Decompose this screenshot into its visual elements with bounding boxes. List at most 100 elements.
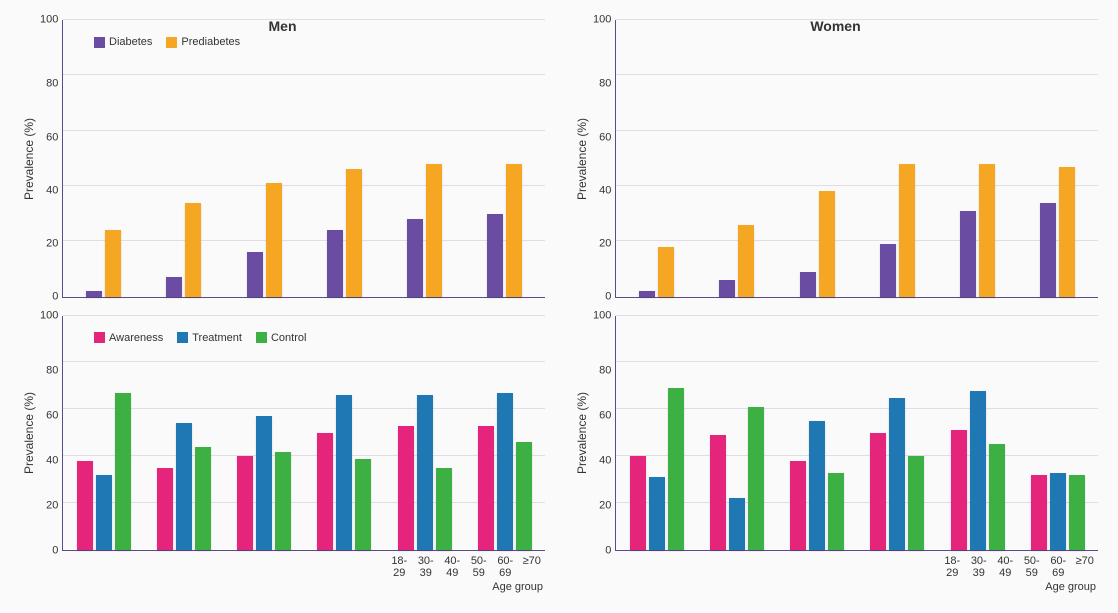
legend-label: Control [271, 332, 306, 344]
x-tick: 60-69 [1045, 551, 1072, 579]
y-tick: 80 [46, 366, 58, 377]
bar [256, 416, 272, 550]
legend-swatch [94, 332, 105, 343]
bar-group [616, 316, 696, 551]
y-tick: 20 [599, 239, 611, 250]
x-tick: 18-29 [939, 551, 966, 579]
bar-group [63, 316, 143, 551]
bar [989, 444, 1005, 550]
bar [1059, 167, 1075, 297]
y-tick: 20 [46, 239, 58, 250]
x-tick: ≥70 [519, 551, 546, 579]
legend: AwarenessTreatmentControl [94, 332, 306, 344]
bar-group [777, 316, 857, 551]
bar [979, 164, 995, 297]
y-axis: Prevalence (%)100806040200 [20, 316, 62, 552]
bar [719, 280, 735, 297]
legend: Diabetes Prediabetes [94, 36, 240, 48]
y-tick: 60 [46, 132, 58, 143]
y-tick: 60 [599, 411, 611, 422]
x-axis: 18-2930-3940-4950-5960-69≥70Age group [20, 551, 545, 593]
x-axis: 18-2930-3940-4950-5960-69≥70Age group [573, 551, 1098, 593]
y-tick: 20 [46, 501, 58, 512]
y-tick: 100 [593, 310, 611, 321]
x-tick: 50-59 [466, 551, 493, 579]
bar-group [144, 20, 224, 297]
y-axis: Prevalence (%)100806040200 [573, 20, 615, 298]
bar-group [304, 20, 384, 297]
plot-area [615, 316, 1098, 552]
y-tick: 40 [46, 185, 58, 196]
bar [185, 203, 201, 297]
bar [195, 447, 211, 550]
legend-swatch [166, 37, 177, 48]
y-tick: 40 [599, 456, 611, 467]
bar [247, 252, 263, 296]
chart-area: Prevalence (%)100806040200 [573, 316, 1098, 552]
bar-group [384, 316, 464, 551]
bar [710, 435, 726, 550]
legend-swatch [177, 332, 188, 343]
bar [970, 391, 986, 550]
x-axis-label: Age group [573, 579, 1098, 593]
y-tick: 40 [599, 185, 611, 196]
figure-grid: MenDiabetesPrediabetesPrevalence (%)1008… [20, 20, 1098, 593]
bar [960, 211, 976, 297]
plot-area [62, 20, 545, 298]
bar-group [465, 316, 545, 551]
bar-group [304, 316, 384, 551]
x-tick: ≥70 [1072, 551, 1099, 579]
bar [658, 247, 674, 297]
chart-area: Prevalence (%)100806040200 [20, 316, 545, 552]
bar [275, 452, 291, 550]
bar [738, 225, 754, 297]
y-tick: 20 [599, 501, 611, 512]
panel-men-bottom: AwarenessTreatmentControlPrevalence (%)1… [20, 316, 545, 594]
bar [729, 498, 745, 550]
bar [639, 291, 655, 297]
bar [870, 433, 886, 550]
legend-item: Awareness [94, 332, 163, 344]
bar [398, 426, 414, 550]
bar-group [465, 20, 545, 297]
y-tick: 80 [46, 79, 58, 90]
bar [86, 291, 102, 297]
bar [336, 395, 352, 550]
bars-container [63, 316, 545, 551]
panel-men-top: MenDiabetesPrediabetesPrevalence (%)1008… [20, 20, 545, 298]
bar [800, 272, 816, 297]
x-tick: 60-69 [492, 551, 519, 579]
y-tick: 80 [599, 79, 611, 90]
bar [426, 164, 442, 297]
bar [478, 426, 494, 550]
bar [819, 191, 835, 296]
bar-group [63, 20, 143, 297]
bar [176, 423, 192, 550]
bar [748, 407, 764, 550]
x-axis-ticks: 18-2930-3940-4950-5960-69≥70 [887, 551, 1098, 579]
x-tick: 50-59 [1019, 551, 1046, 579]
bar-group [857, 20, 937, 297]
x-tick: 18-29 [386, 551, 413, 579]
bar [951, 430, 967, 550]
legend-item: Control [256, 332, 306, 344]
x-tick: 30-39 [413, 551, 440, 579]
y-axis: Prevalence (%)100806040200 [573, 316, 615, 552]
y-tick: 60 [46, 411, 58, 422]
bar [266, 183, 282, 296]
bars-container [616, 20, 1098, 297]
y-axis-label: Prevalence (%) [573, 118, 591, 200]
legend-label: Prediabetes [181, 36, 240, 48]
bar-group [937, 316, 1017, 551]
x-tick: 40-49 [439, 551, 466, 579]
x-tick: 40-49 [992, 551, 1019, 579]
bar [407, 219, 423, 296]
bar [1050, 473, 1066, 550]
bar-group [697, 20, 777, 297]
legend-item: Diabetes [94, 36, 152, 48]
bar-group [224, 316, 304, 551]
bar [317, 433, 333, 550]
chart-area: Prevalence (%)100806040200 [20, 20, 545, 298]
bar-group [777, 20, 857, 297]
bar [516, 442, 532, 550]
